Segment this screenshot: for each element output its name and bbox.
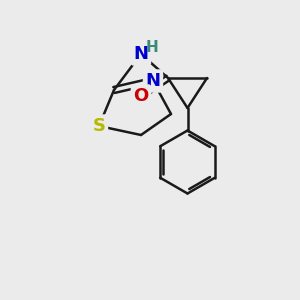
Text: S: S [92, 117, 106, 135]
Text: H: H [146, 40, 159, 55]
Text: N: N [134, 45, 148, 63]
Text: N: N [146, 72, 160, 90]
Text: O: O [134, 87, 148, 105]
